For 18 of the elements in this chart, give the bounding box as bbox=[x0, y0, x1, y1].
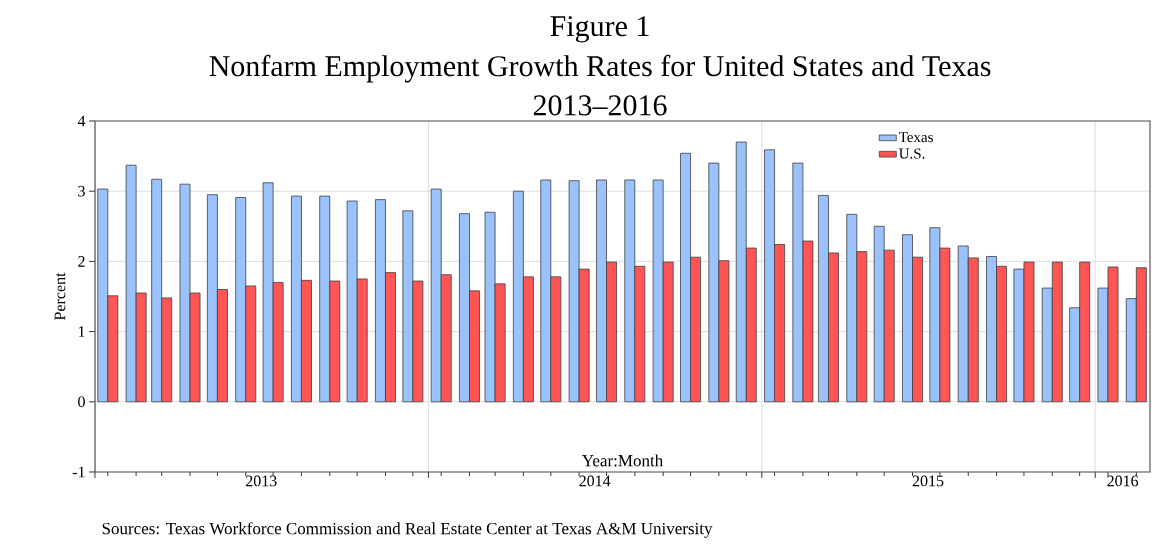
x-tick-label: 2013 bbox=[245, 475, 277, 487]
legend-label: U.S. bbox=[899, 148, 925, 159]
y-tick-label: 2 bbox=[78, 256, 85, 267]
chart-title: Nonfarm Employment Growth Rates for United States and Texas bbox=[209, 54, 991, 83]
source-note: Sources: Texas Workforce Commission and Real Estate Center at Texas A&M University bbox=[102, 522, 713, 538]
x-axis-title: Year:Month bbox=[582, 454, 663, 467]
x-tick-label: 2016 bbox=[1107, 475, 1139, 487]
y-axis-title: Percent bbox=[54, 272, 66, 321]
y-tick-label: 3 bbox=[78, 185, 85, 197]
y-tick-label: 1 bbox=[78, 326, 85, 337]
x-tick-label: 2014 bbox=[579, 475, 611, 487]
y-tick-label: 4 bbox=[77, 115, 86, 127]
x-tick-label: 2015 bbox=[912, 475, 944, 487]
legend-label: Texas bbox=[898, 132, 933, 143]
chart-subtitle: 2013–2016 bbox=[533, 95, 667, 116]
y-tick-label: 0 bbox=[78, 396, 85, 408]
caption: Figure 1 bbox=[550, 16, 649, 43]
y-tick-label: -1 bbox=[72, 466, 85, 478]
